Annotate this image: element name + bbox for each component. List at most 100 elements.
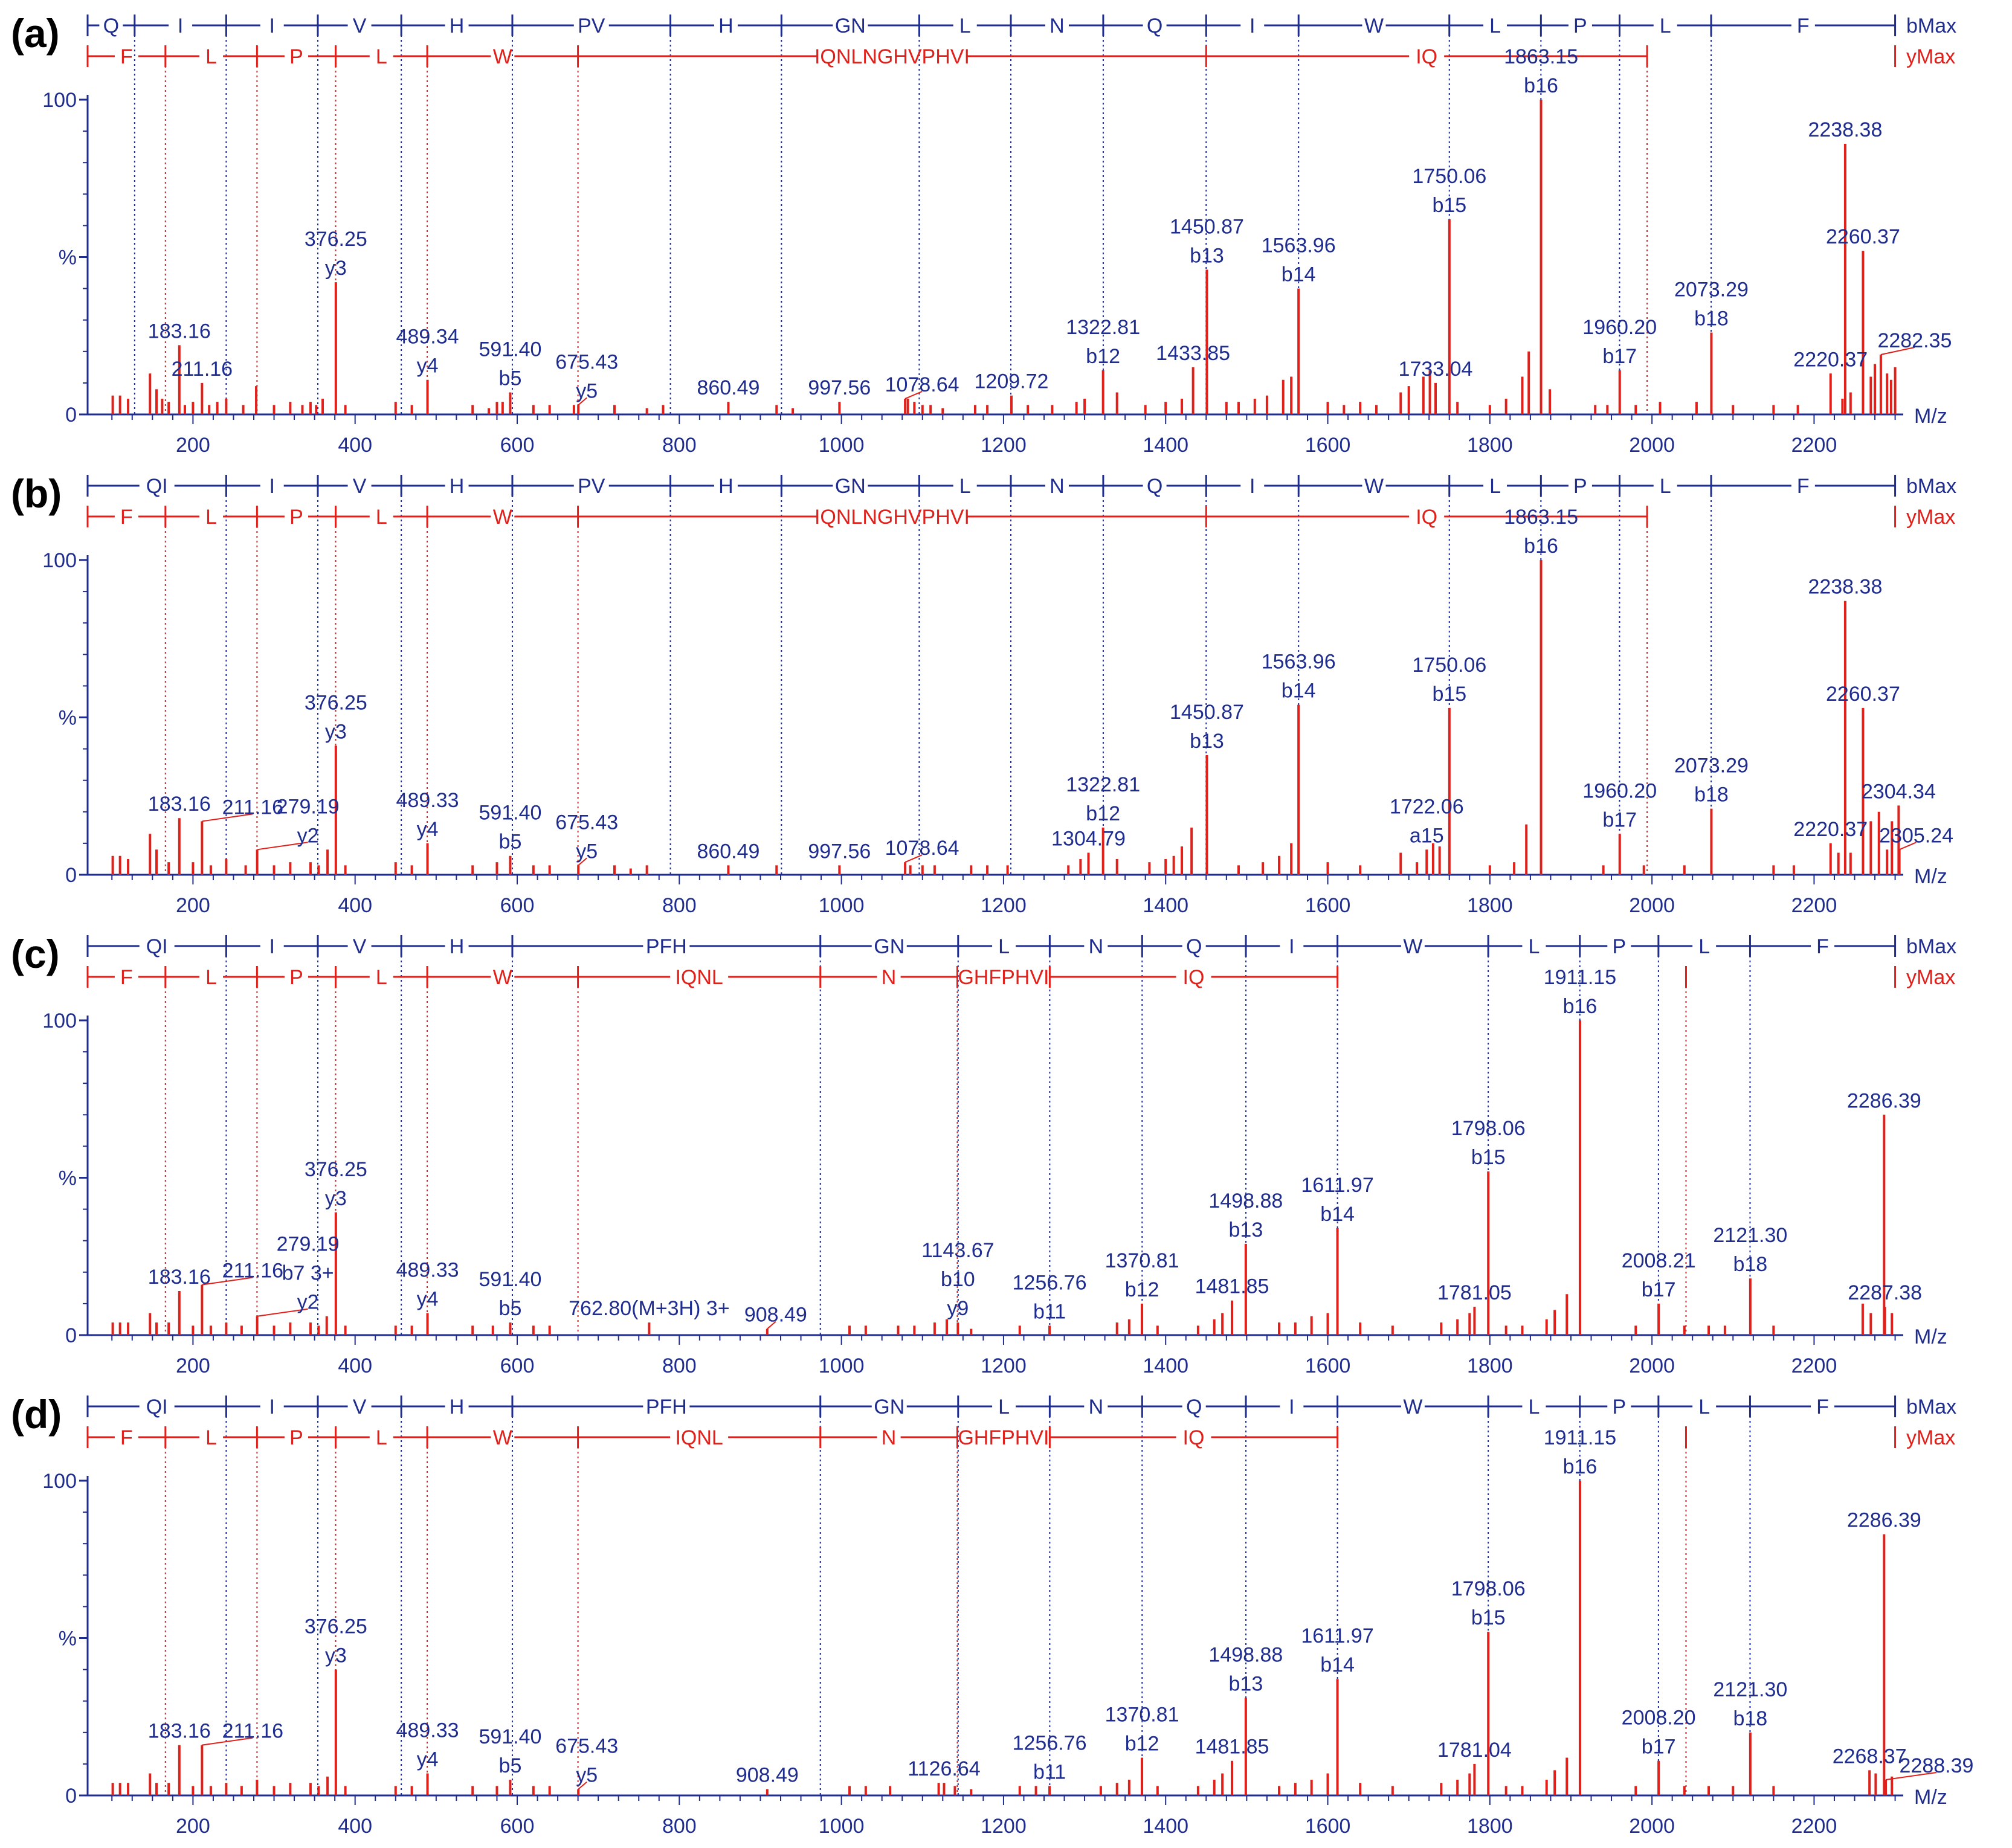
- peak-annotation-label: a15: [1410, 824, 1444, 847]
- annotation-leader: [202, 1277, 253, 1286]
- y-tick-label-100: 100: [42, 1009, 77, 1032]
- y-ladder-residue: IQNLNGHVPHVI: [814, 45, 970, 68]
- y-ladder-residue: IQNLNGHVPHVI: [814, 506, 970, 529]
- y-ladder-residue: IQ: [1416, 506, 1437, 529]
- y-ladder-residue: N: [882, 1426, 897, 1449]
- peak-annotation-label: 211.16: [172, 358, 233, 381]
- peak-annotation-label: 489.33: [396, 1719, 459, 1742]
- b-ladder-residue: I: [269, 935, 274, 958]
- b-ladder-residue: W: [1364, 14, 1384, 37]
- y-ladder-residue: IQ: [1183, 1426, 1205, 1449]
- peak-annotation-label: 279.19: [277, 795, 340, 818]
- peak-annotation-label: 1750.06: [1412, 165, 1486, 188]
- x-tick-label: 1000: [819, 1815, 865, 1838]
- peak-annotation-label: 2286.39: [1847, 1089, 1921, 1112]
- peak-annotation-label: 1911.15: [1544, 1426, 1616, 1449]
- b-ladder-residue: L: [998, 935, 1010, 958]
- peak-annotation-label: b16: [1524, 74, 1558, 97]
- peak-annotation-label: 2008.20: [1622, 1707, 1696, 1730]
- peak-annotation-label: b5: [499, 1754, 522, 1777]
- peak-annotation-label: 183.16: [148, 1266, 211, 1289]
- peak-annotation-label: 211.16: [222, 1720, 283, 1743]
- peak-annotation-label: b14: [1282, 680, 1316, 703]
- b-ladder-residue: Q: [1186, 1396, 1202, 1418]
- peak-annotation-label: 2287.38: [1848, 1281, 1922, 1304]
- y-ladder-residue: L: [376, 966, 387, 989]
- b-ladder-series-label: bMax: [1906, 14, 1956, 37]
- peak-annotation-label: b13: [1190, 730, 1224, 753]
- peak-annotation-label: 1209.72: [975, 370, 1049, 393]
- peak-annotation-label: b16: [1563, 1455, 1598, 1478]
- b-ladder-residue: Q: [1147, 475, 1162, 498]
- y-ladder-residue: W: [493, 966, 512, 989]
- peak-annotation-label: b18: [1694, 307, 1729, 330]
- peak-annotation-label: 1750.06: [1412, 654, 1486, 677]
- peak-annotation-label: 2282.35: [1877, 329, 1952, 352]
- x-tick-label: 2000: [1629, 1815, 1675, 1838]
- peak-annotation-label: 675.43: [555, 811, 618, 834]
- y-tick-label-percent: %: [59, 246, 77, 269]
- y-ladder-series-label: yMax: [1906, 966, 1955, 989]
- x-tick-label: 1000: [819, 1354, 865, 1377]
- peak-annotation-label: 1143.67: [921, 1239, 994, 1262]
- x-tick-label: 1400: [1143, 894, 1188, 917]
- peak-annotation-label: 489.33: [396, 1259, 459, 1282]
- b-ladder-residue: QI: [146, 935, 168, 958]
- annotation-leader: [257, 842, 308, 851]
- x-axis-unit-label: M/z: [1914, 1786, 1947, 1809]
- peak-annotation-label: 908.49: [736, 1764, 799, 1787]
- b-ladder-residue: QI: [146, 475, 168, 498]
- b-ladder-residue: P: [1573, 14, 1587, 37]
- x-tick-label: 1800: [1467, 434, 1513, 457]
- y-tick-label-percent: %: [59, 1627, 77, 1650]
- peak-annotation-label: b16: [1563, 995, 1598, 1018]
- b-ladder-residue: L: [1698, 935, 1710, 958]
- panel-label: (d): [11, 1392, 62, 1437]
- x-tick-label: 1800: [1467, 894, 1513, 917]
- y-tick-label-100: 100: [42, 1470, 77, 1493]
- peak-annotation-label: 1126.64: [908, 1757, 980, 1780]
- b-ladder-residue: F: [1797, 475, 1810, 498]
- x-tick-label: 1400: [1143, 1354, 1188, 1377]
- x-tick-label: 1800: [1467, 1354, 1513, 1377]
- b-ladder-residue: W: [1403, 1396, 1422, 1418]
- x-tick-label: 2200: [1791, 434, 1837, 457]
- peak-annotation-label: 1781.04: [1437, 1739, 1512, 1762]
- peak-annotation-label: y3: [325, 1644, 347, 1667]
- peak-annotation-label: 860.49: [697, 376, 759, 399]
- peak-annotation-label: 2121.30: [1713, 1678, 1787, 1701]
- b-ladder-residue: PFH: [646, 1396, 687, 1418]
- peak-annotation-label: y5: [576, 840, 598, 863]
- b-ladder-residue: H: [718, 14, 734, 37]
- x-tick-label: 1200: [981, 1815, 1027, 1838]
- b-ladder-residue: PV: [578, 475, 605, 498]
- x-tick-label: 200: [176, 894, 210, 917]
- peak-annotation-label: 1563.96: [1262, 234, 1336, 257]
- b-ladder-residue: I: [1249, 475, 1255, 498]
- peak-annotation-label: b15: [1471, 1146, 1506, 1169]
- annotation-leader: [578, 1781, 587, 1790]
- x-tick-label: 800: [662, 434, 697, 457]
- peak-annotation-label: y4: [417, 1288, 439, 1311]
- x-tick-label: 1600: [1305, 894, 1351, 917]
- peak-annotation-label: 489.34: [396, 326, 459, 349]
- peak-annotation-label: 2305.24: [1879, 824, 1953, 847]
- peak-annotation-label: 591.40: [479, 1268, 541, 1291]
- b-ladder-residue: W: [1364, 475, 1384, 498]
- b-ladder-residue: I: [178, 14, 183, 37]
- peak-annotation-label: 2073.29: [1674, 278, 1749, 301]
- peak-annotation-label: y3: [325, 720, 347, 743]
- peak-annotation-label: b13: [1229, 1219, 1263, 1241]
- peak-annotation-label: 591.40: [479, 338, 541, 361]
- x-tick-label: 1200: [981, 1354, 1027, 1377]
- peak-annotation-label: b11: [1033, 1300, 1066, 1323]
- peak-annotation-label: b18: [1733, 1253, 1767, 1276]
- y-tick-label-100: 100: [42, 549, 77, 572]
- peak-annotation-label: 908.49: [744, 1304, 807, 1327]
- x-tick-label: 400: [338, 894, 372, 917]
- b-ladder-residue: Q: [1186, 935, 1202, 958]
- x-tick-label: 600: [500, 434, 535, 457]
- panel-label: (c): [11, 932, 60, 976]
